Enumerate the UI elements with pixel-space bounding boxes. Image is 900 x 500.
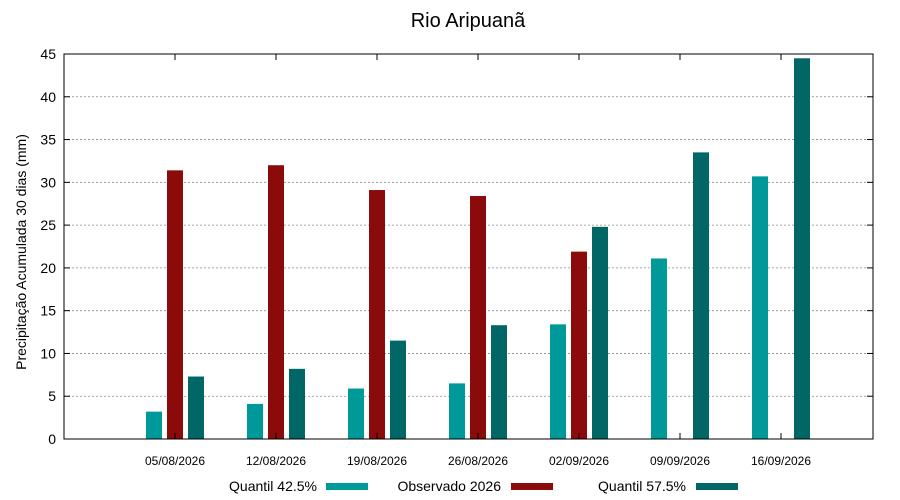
legend: Quantil 42.5% Observado 2026 Quantil 57.5% bbox=[229, 478, 738, 494]
x-tick-label-2: 19/08/2026 bbox=[347, 454, 407, 468]
bar-series1-2 bbox=[369, 190, 385, 439]
bar-series2-1 bbox=[289, 368, 305, 439]
x-tick-label-5: 09/09/2026 bbox=[650, 454, 710, 468]
bar-series1-3 bbox=[470, 196, 486, 439]
bar-series0-0 bbox=[146, 411, 162, 439]
bar-series1-4 bbox=[571, 251, 587, 439]
legend-swatch-2 bbox=[696, 483, 738, 490]
bars bbox=[146, 58, 810, 440]
y-tick-label-8: 40 bbox=[40, 89, 56, 105]
y-tick-label-0: 0 bbox=[48, 431, 56, 447]
bar-series1-1 bbox=[268, 165, 284, 439]
y-axis-ticks: 0 5 10 15 20 25 30 35 40 45 bbox=[40, 46, 873, 447]
bar-series2-6 bbox=[794, 58, 810, 440]
x-tick-label-4: 02/09/2026 bbox=[549, 454, 609, 468]
chart-title: Rio Aripuanã bbox=[411, 10, 526, 32]
y-tick-label-3: 15 bbox=[40, 303, 56, 319]
y-tick-label-7: 35 bbox=[40, 132, 56, 148]
legend-label-0: Quantil 42.5% bbox=[229, 478, 317, 494]
bar-series1-0 bbox=[167, 170, 183, 439]
bar-series0-5 bbox=[651, 258, 667, 439]
legend-label-2: Quantil 57.5% bbox=[598, 478, 686, 494]
bar-series2-5 bbox=[693, 152, 709, 439]
y-tick-label-6: 30 bbox=[40, 174, 56, 190]
legend-swatch-0 bbox=[326, 483, 368, 490]
bar-series0-4 bbox=[550, 324, 566, 439]
bar-series2-4 bbox=[592, 226, 608, 439]
bar-series2-3 bbox=[491, 325, 507, 439]
legend-swatch-1 bbox=[511, 483, 553, 490]
bar-series0-3 bbox=[449, 383, 465, 439]
x-tick-label-0: 05/08/2026 bbox=[145, 454, 205, 468]
y-tick-label-5: 25 bbox=[40, 217, 56, 233]
x-tick-label-3: 26/08/2026 bbox=[448, 454, 508, 468]
y-tick-label-9: 45 bbox=[40, 46, 56, 62]
legend-label-1: Observado 2026 bbox=[397, 478, 501, 494]
bar-series0-6 bbox=[752, 176, 768, 439]
bar-series2-0 bbox=[188, 376, 204, 439]
plot-frame bbox=[63, 53, 874, 440]
bar-series2-2 bbox=[390, 340, 406, 439]
x-axis-ticks: 05/08/2026 12/08/2026 19/08/2026 26/08/2026… bbox=[145, 54, 811, 468]
y-tick-label-1: 5 bbox=[48, 388, 56, 404]
bar-series0-1 bbox=[247, 403, 263, 439]
bar-series0-2 bbox=[348, 388, 364, 439]
grid-lines bbox=[64, 96, 873, 397]
x-tick-label-1: 12/08/2026 bbox=[246, 454, 306, 468]
y-axis-label: Precipitação Acumulada 30 dias (mm) bbox=[13, 134, 29, 370]
y-tick-label-2: 10 bbox=[40, 345, 56, 361]
y-tick-label-4: 20 bbox=[40, 260, 56, 276]
x-tick-label-6: 16/09/2026 bbox=[751, 454, 811, 468]
